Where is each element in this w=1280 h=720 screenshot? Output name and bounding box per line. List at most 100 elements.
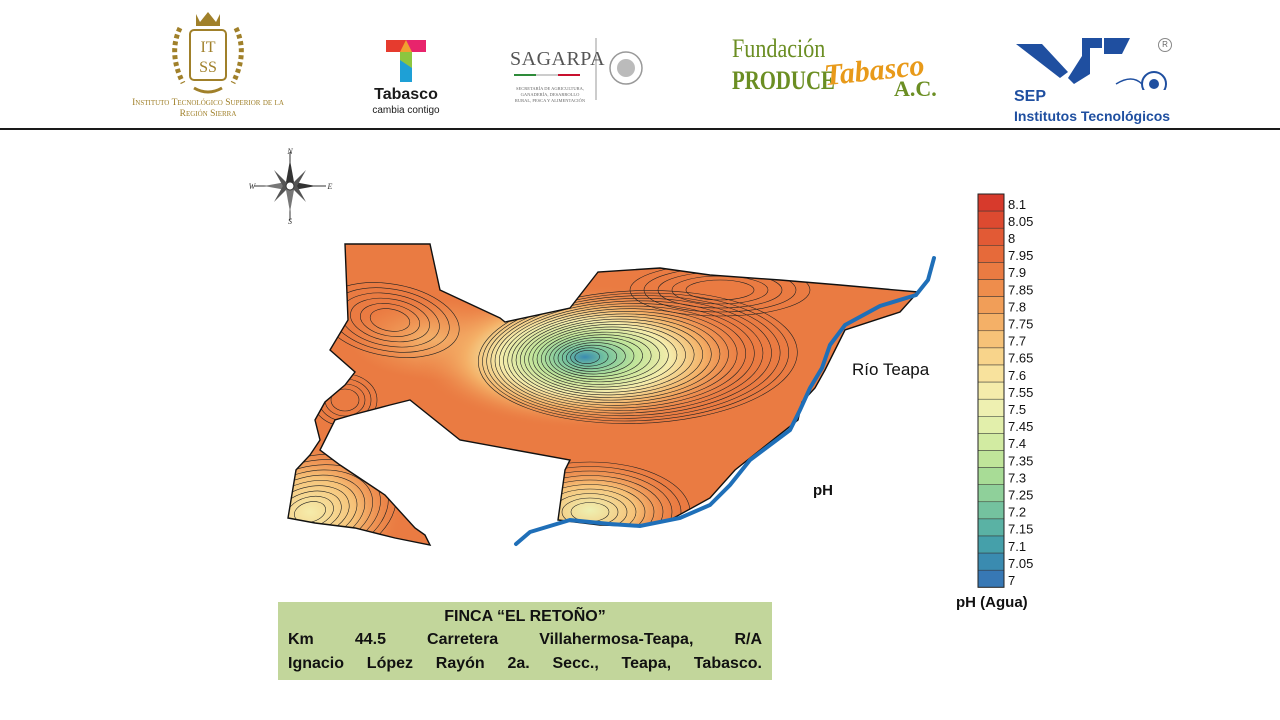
contour-line-center <box>566 344 618 370</box>
itss-crest-icon: IT SS <box>172 12 244 94</box>
legend-label: 7.15 <box>1008 522 1033 537</box>
contour-line-southwest <box>288 464 381 545</box>
legend-swatch <box>977 364 1005 383</box>
contour-line-center <box>503 305 747 409</box>
legend-swatch <box>977 501 1005 520</box>
legend-label: 8.1 <box>1008 197 1026 212</box>
legend-swatch <box>977 467 1005 485</box>
legend-title: pH (Agua) <box>956 594 1028 611</box>
legend-label: 7.25 <box>1008 488 1033 503</box>
legend-label: 7.65 <box>1008 351 1033 366</box>
color-legend: 8.1 8.05 8 7.95 7.9 7.85 7.8 7.75 7.7 7.65 7.6 7.55… <box>977 193 1033 588</box>
legend-label: 7 <box>1008 573 1015 588</box>
fundacion-produce-logo: Fundación PRODUCE Tabasco A.C. <box>728 34 937 108</box>
tabasco-name: Tabasco <box>374 86 438 103</box>
contour-line-north <box>685 279 755 301</box>
legend-swatch <box>977 227 1005 246</box>
contour-line-center <box>498 303 755 411</box>
contour-line-center <box>494 300 764 414</box>
svg-text:IT: IT <box>200 39 215 56</box>
legend-label: 7.5 <box>1008 402 1026 417</box>
contour-line-center <box>515 313 721 401</box>
legend-label: 7.1 <box>1008 539 1026 554</box>
sagarpa-emblem-icon <box>514 38 643 100</box>
contour-line-southwest <box>288 469 373 545</box>
legend-label: 7.2 <box>1008 505 1026 520</box>
tabasco-t-icon <box>386 40 426 82</box>
fundacion-line2: PRODUCE <box>732 66 835 95</box>
legend-swatch <box>977 569 1005 588</box>
legend-swatch <box>977 535 1005 554</box>
legend-swatch <box>977 518 1005 537</box>
farm-address-line1: Km 44.5 Carretera Villahermosa-Teapa, R/… <box>288 631 762 648</box>
legend-swatch <box>977 484 1005 503</box>
logo-header: IT SS Instituto Tecnológico Superior de … <box>0 0 1280 130</box>
legend-swatch <box>977 296 1005 314</box>
svg-text:SS: SS <box>199 59 217 76</box>
contour-line-center <box>574 350 600 364</box>
compass-w: W <box>249 182 257 191</box>
legend-swatch <box>977 398 1005 417</box>
sagarpa-logo: SAGARPA SECRETARÍA DE AGRICULTURA, GANAD… <box>508 34 648 114</box>
contour-line-center <box>557 339 635 375</box>
legend-label: 7.05 <box>1008 556 1033 571</box>
legend-swatch <box>977 279 1005 297</box>
contour-line-center <box>482 292 790 422</box>
tabasco-logo: Tabasco cambia contigo <box>364 38 448 122</box>
legend-label: 7.6 <box>1008 368 1026 383</box>
farm-title: FINCA “EL RETOÑO” <box>444 608 606 625</box>
legend-swatch <box>977 262 1005 280</box>
legend-swatch <box>977 433 1005 451</box>
fundacion-line1: Fundación <box>732 34 826 63</box>
variable-label: pH <box>813 482 833 499</box>
field-surface <box>288 244 918 545</box>
legend-label: 7.8 <box>1008 299 1026 314</box>
contour-line-southwest-inner <box>330 388 360 412</box>
registered-mark: R <box>1158 38 1172 52</box>
ph-contour-map: N S E W 8.1 8.05 8 7.95 7.9 7.85 7.8 7.75 7.7 7.6… <box>249 147 1034 588</box>
legend-swatch <box>977 347 1005 366</box>
legend-label: 7.85 <box>1008 282 1033 297</box>
contour-line-center <box>511 310 729 404</box>
contour-line-center <box>570 347 609 367</box>
sep-subtitle: Institutos Tecnológicos <box>1014 108 1171 124</box>
contour-line-center <box>553 337 643 377</box>
sep-name: SEP <box>1014 88 1047 105</box>
contour-line-center <box>528 321 695 393</box>
legend-frame <box>977 193 1005 588</box>
compass-rose-icon: N S E W <box>249 147 333 226</box>
sagarpa-name: SAGARPA <box>510 48 606 70</box>
farm-address-line2: Ignacio López Rayón 2a. Secc., Teapa, Ta… <box>288 655 762 672</box>
compass-e: E <box>327 182 333 191</box>
legend-label: 7.3 <box>1008 470 1026 485</box>
legend-label: 7.45 <box>1008 419 1033 434</box>
compass-s: S <box>288 217 292 226</box>
contour-line-center <box>549 334 652 380</box>
itss-name: Instituto Tecnológico Superior de la Reg… <box>132 98 284 119</box>
legend-label: 7.4 <box>1008 436 1026 451</box>
contour-line-center <box>532 324 686 390</box>
legend-swatch <box>977 450 1005 468</box>
contour-line-west <box>369 308 411 332</box>
contour-line-center <box>519 316 712 398</box>
legend-label: 7.9 <box>1008 265 1026 280</box>
contour-line-southwest <box>294 501 326 523</box>
contour-line-west <box>350 297 430 343</box>
contour-line-center <box>545 331 661 383</box>
river-label: Río Teapa <box>852 360 930 379</box>
legend-label: 7.55 <box>1008 385 1033 400</box>
legend-swatch <box>977 416 1005 434</box>
legend-swatch <box>977 313 1005 332</box>
contour-line-center <box>536 326 678 388</box>
contour-line-southwest <box>288 474 366 545</box>
legend-swatch <box>977 245 1005 263</box>
contour-line-center <box>507 308 738 406</box>
sagarpa-subtitle: SECRETARÍA DE AGRICULTURA, GANADERÍA, DE… <box>514 86 586 103</box>
legend-label: 7.7 <box>1008 334 1026 349</box>
itss-logo: IT SS Instituto Tecnológico Superior de … <box>128 8 288 124</box>
legend-swatch <box>977 210 1005 229</box>
contour-line-center <box>540 329 669 385</box>
compass-n: N <box>286 147 293 156</box>
farm-info-box: FINCA “EL RETOÑO” Km 44.5 Carretera Vill… <box>278 602 772 680</box>
fundacion-suffix: A.C. <box>894 76 937 101</box>
